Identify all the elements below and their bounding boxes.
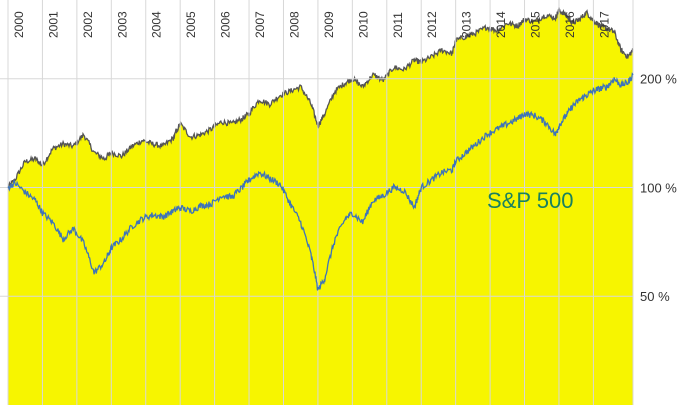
x-tick-label: 2006 [219, 11, 233, 38]
x-tick-label: 2000 [12, 11, 26, 38]
x-tick-label: 2017 [597, 11, 611, 38]
x-tick-group: 2000 2001 2002 2003 2004 2005 2006 2007 2008 2009… [12, 11, 611, 38]
sp500-line [7, 72, 634, 291]
x-tick-label: 2001 [46, 11, 60, 38]
area-series-line [7, 7, 634, 191]
x-tick-label: 2015 [529, 11, 543, 38]
x-tick-label: 2008 [287, 11, 301, 38]
x-tick-label: 2007 [253, 11, 267, 38]
x-tick-label: 2010 [356, 11, 370, 38]
sp500-series-group [7, 72, 634, 291]
sp500-annotation: S&P 500 [487, 188, 573, 213]
area-fill [8, 7, 633, 405]
y-tick-label: 200 % [640, 72, 677, 87]
y-tick-label: 100 % [640, 180, 677, 195]
y-tick-label: 50 % [640, 289, 670, 304]
x-tick-label: 2011 [391, 12, 405, 38]
x-tick-label: 2014 [494, 11, 508, 38]
x-tick-label: 2009 [322, 11, 336, 38]
area-series-group [7, 7, 634, 405]
x-tick-label: 2012 [425, 11, 439, 38]
y-tick-group: 50 % 100 % 200 % [640, 72, 677, 305]
x-tick-label: 2013 [460, 11, 474, 38]
x-tick-label: 2016 [563, 11, 577, 38]
x-tick-label: 2005 [184, 11, 198, 38]
x-tick-label: 2004 [150, 11, 164, 38]
annotation-group: S&P 500 [487, 188, 573, 213]
x-tick-label: 2002 [81, 11, 95, 38]
x-tick-label: 2003 [115, 11, 129, 38]
grid-group [0, 0, 634, 405]
